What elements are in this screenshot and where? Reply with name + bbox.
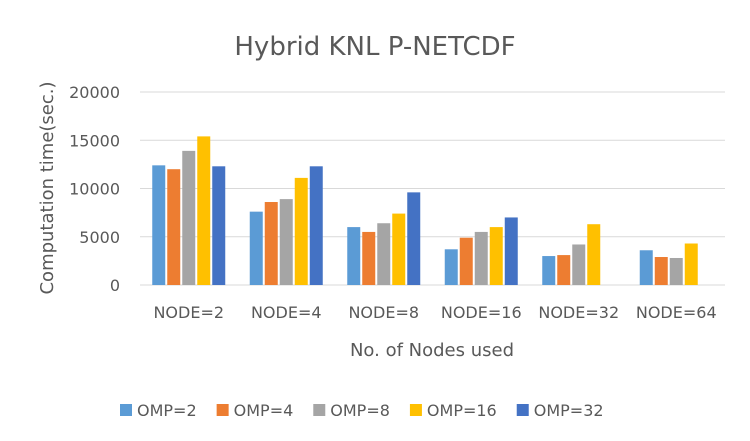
- legend-label: OMP=32: [534, 401, 604, 420]
- bar: [377, 223, 391, 285]
- bar: [182, 150, 196, 285]
- y-axis-title: Computation time(sec.): [37, 81, 58, 294]
- chart-title: Hybrid KNL P-NETCDF: [234, 32, 515, 62]
- bar: [197, 136, 211, 285]
- legend-label: OMP=16: [427, 401, 497, 420]
- legend: OMP=2 OMP=4 OMP=8 OMP=16 OMP=32: [120, 401, 604, 420]
- y-tick-label: 15000: [69, 131, 120, 150]
- bar: [587, 224, 601, 285]
- legend-swatch: [216, 404, 229, 416]
- x-tick-label: NODE=64: [636, 303, 717, 322]
- bar: [294, 177, 308, 285]
- y-tick-label: 0: [110, 276, 120, 295]
- bar: [347, 227, 361, 285]
- bar: [309, 166, 323, 285]
- legend-label: OMP=2: [137, 401, 197, 420]
- bar: [572, 244, 586, 285]
- bar: [362, 231, 376, 285]
- bars: [152, 136, 698, 285]
- y-tick-label: 10000: [69, 180, 120, 199]
- bar: [264, 202, 278, 285]
- bar: [392, 213, 406, 285]
- x-tick-label: NODE=8: [348, 303, 419, 322]
- legend-swatch: [409, 404, 422, 416]
- y-axis-ticks: 0 5000 10000 15000 20000: [69, 83, 120, 295]
- bar: [212, 166, 226, 285]
- bar: [639, 250, 653, 285]
- bar: [474, 231, 488, 285]
- x-tick-label: NODE=4: [251, 303, 322, 322]
- bar: [249, 211, 263, 285]
- bar: [557, 255, 571, 285]
- x-tick-label: NODE=32: [538, 303, 619, 322]
- legend-swatch: [516, 404, 529, 416]
- bar: [444, 249, 458, 285]
- gridlines: [140, 91, 725, 286]
- bar: [542, 256, 556, 285]
- x-tick-label: NODE=16: [441, 303, 522, 322]
- bar: [684, 243, 698, 285]
- legend-label: OMP=4: [234, 401, 294, 420]
- bar: [669, 257, 683, 285]
- bar: [654, 257, 668, 285]
- legend-label: OMP=8: [330, 401, 390, 420]
- x-axis-ticks: NODE=2 NODE=4 NODE=8 NODE=16 NODE=32 NODE=64: [153, 303, 716, 322]
- legend-swatch: [120, 404, 132, 416]
- y-tick-label: 20000: [69, 83, 120, 102]
- bar: [279, 199, 293, 285]
- y-tick-label: 5000: [79, 228, 120, 247]
- x-axis-title: No. of Nodes used: [350, 340, 514, 361]
- bar: [459, 237, 473, 285]
- bar: [167, 169, 181, 285]
- x-tick-label: NODE=2: [153, 303, 224, 322]
- bar: [152, 165, 166, 285]
- bar: [407, 192, 421, 285]
- bar: [504, 217, 518, 285]
- legend-swatch: [313, 404, 326, 416]
- bar: [489, 227, 503, 285]
